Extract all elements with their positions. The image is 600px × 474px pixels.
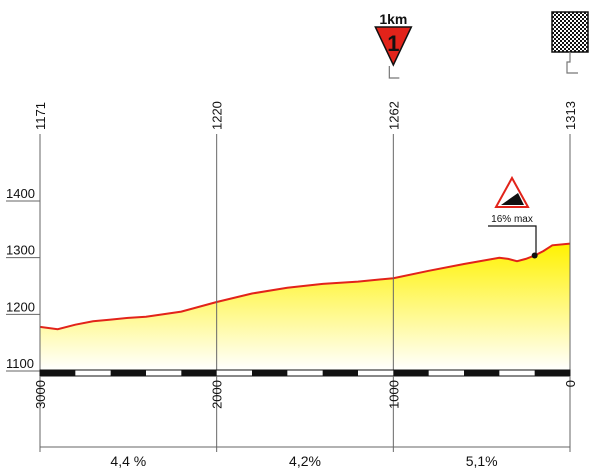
- distance-bar-segment: [464, 370, 500, 376]
- distance-bar-segment: [534, 370, 570, 376]
- y-tick-label: 1400: [6, 186, 35, 201]
- max-gradient-label: 16% max: [491, 214, 533, 225]
- elevation-area: [40, 243, 570, 370]
- x-tick-label: 3000: [33, 380, 48, 409]
- gradient-segments: 4,4 % 4,2% 5,1%: [40, 446, 570, 469]
- distance-bar-segment: [110, 370, 146, 376]
- distance-bar: [39, 369, 571, 377]
- km-marker-triangle-icon: [374, 26, 413, 67]
- distance-bar-segment: [393, 370, 429, 376]
- km-marker-leader: [388, 66, 400, 79]
- max-gradient-leader: [488, 225, 537, 257]
- x-tick-label: 2000: [210, 380, 225, 409]
- y-tick-label: 1100: [6, 356, 34, 371]
- distance-bar-segment: [40, 370, 76, 376]
- checkpoint-altitude-label: 1220: [210, 101, 225, 130]
- distance-bar-segment: [322, 370, 358, 376]
- x-tick-label: 1000: [386, 380, 401, 409]
- checkpoint-altitude-label: 1171: [33, 102, 48, 130]
- checkpoint-markers: 1171 1220 1262 1313: [33, 101, 578, 372]
- distance-bar-segment: [252, 370, 288, 376]
- finish-flag: [551, 11, 589, 74]
- checkpoint-altitude-label: 1313: [563, 101, 578, 130]
- y-axis: 1100 1200 1300 1400: [6, 186, 40, 372]
- km-marker: 1km 1: [374, 11, 413, 79]
- km-marker-label: 1km: [379, 11, 407, 27]
- x-tick-label: 0: [563, 380, 578, 387]
- elevation-line: [39, 242, 571, 331]
- finish-flag-leader: [566, 52, 578, 74]
- gradient-label: 4,2%: [289, 453, 321, 469]
- x-axis: 3000 2000 1000 0: [33, 376, 578, 452]
- y-tick-label: 1200: [6, 299, 35, 314]
- km-marker-number: 1: [387, 31, 399, 56]
- y-tick-label: 1300: [6, 243, 35, 258]
- checkered-flag-icon: [551, 11, 589, 53]
- checkpoint-altitude-label: 1262: [386, 101, 401, 130]
- gradient-label: 5,1%: [466, 453, 498, 469]
- steep-climb-slope-icon: [501, 193, 524, 205]
- gradient-label: 4,4 %: [110, 453, 146, 469]
- max-gradient-marker: 16% max: [488, 175, 538, 259]
- max-gradient-point: [531, 252, 538, 259]
- distance-bar-segment: [181, 370, 217, 376]
